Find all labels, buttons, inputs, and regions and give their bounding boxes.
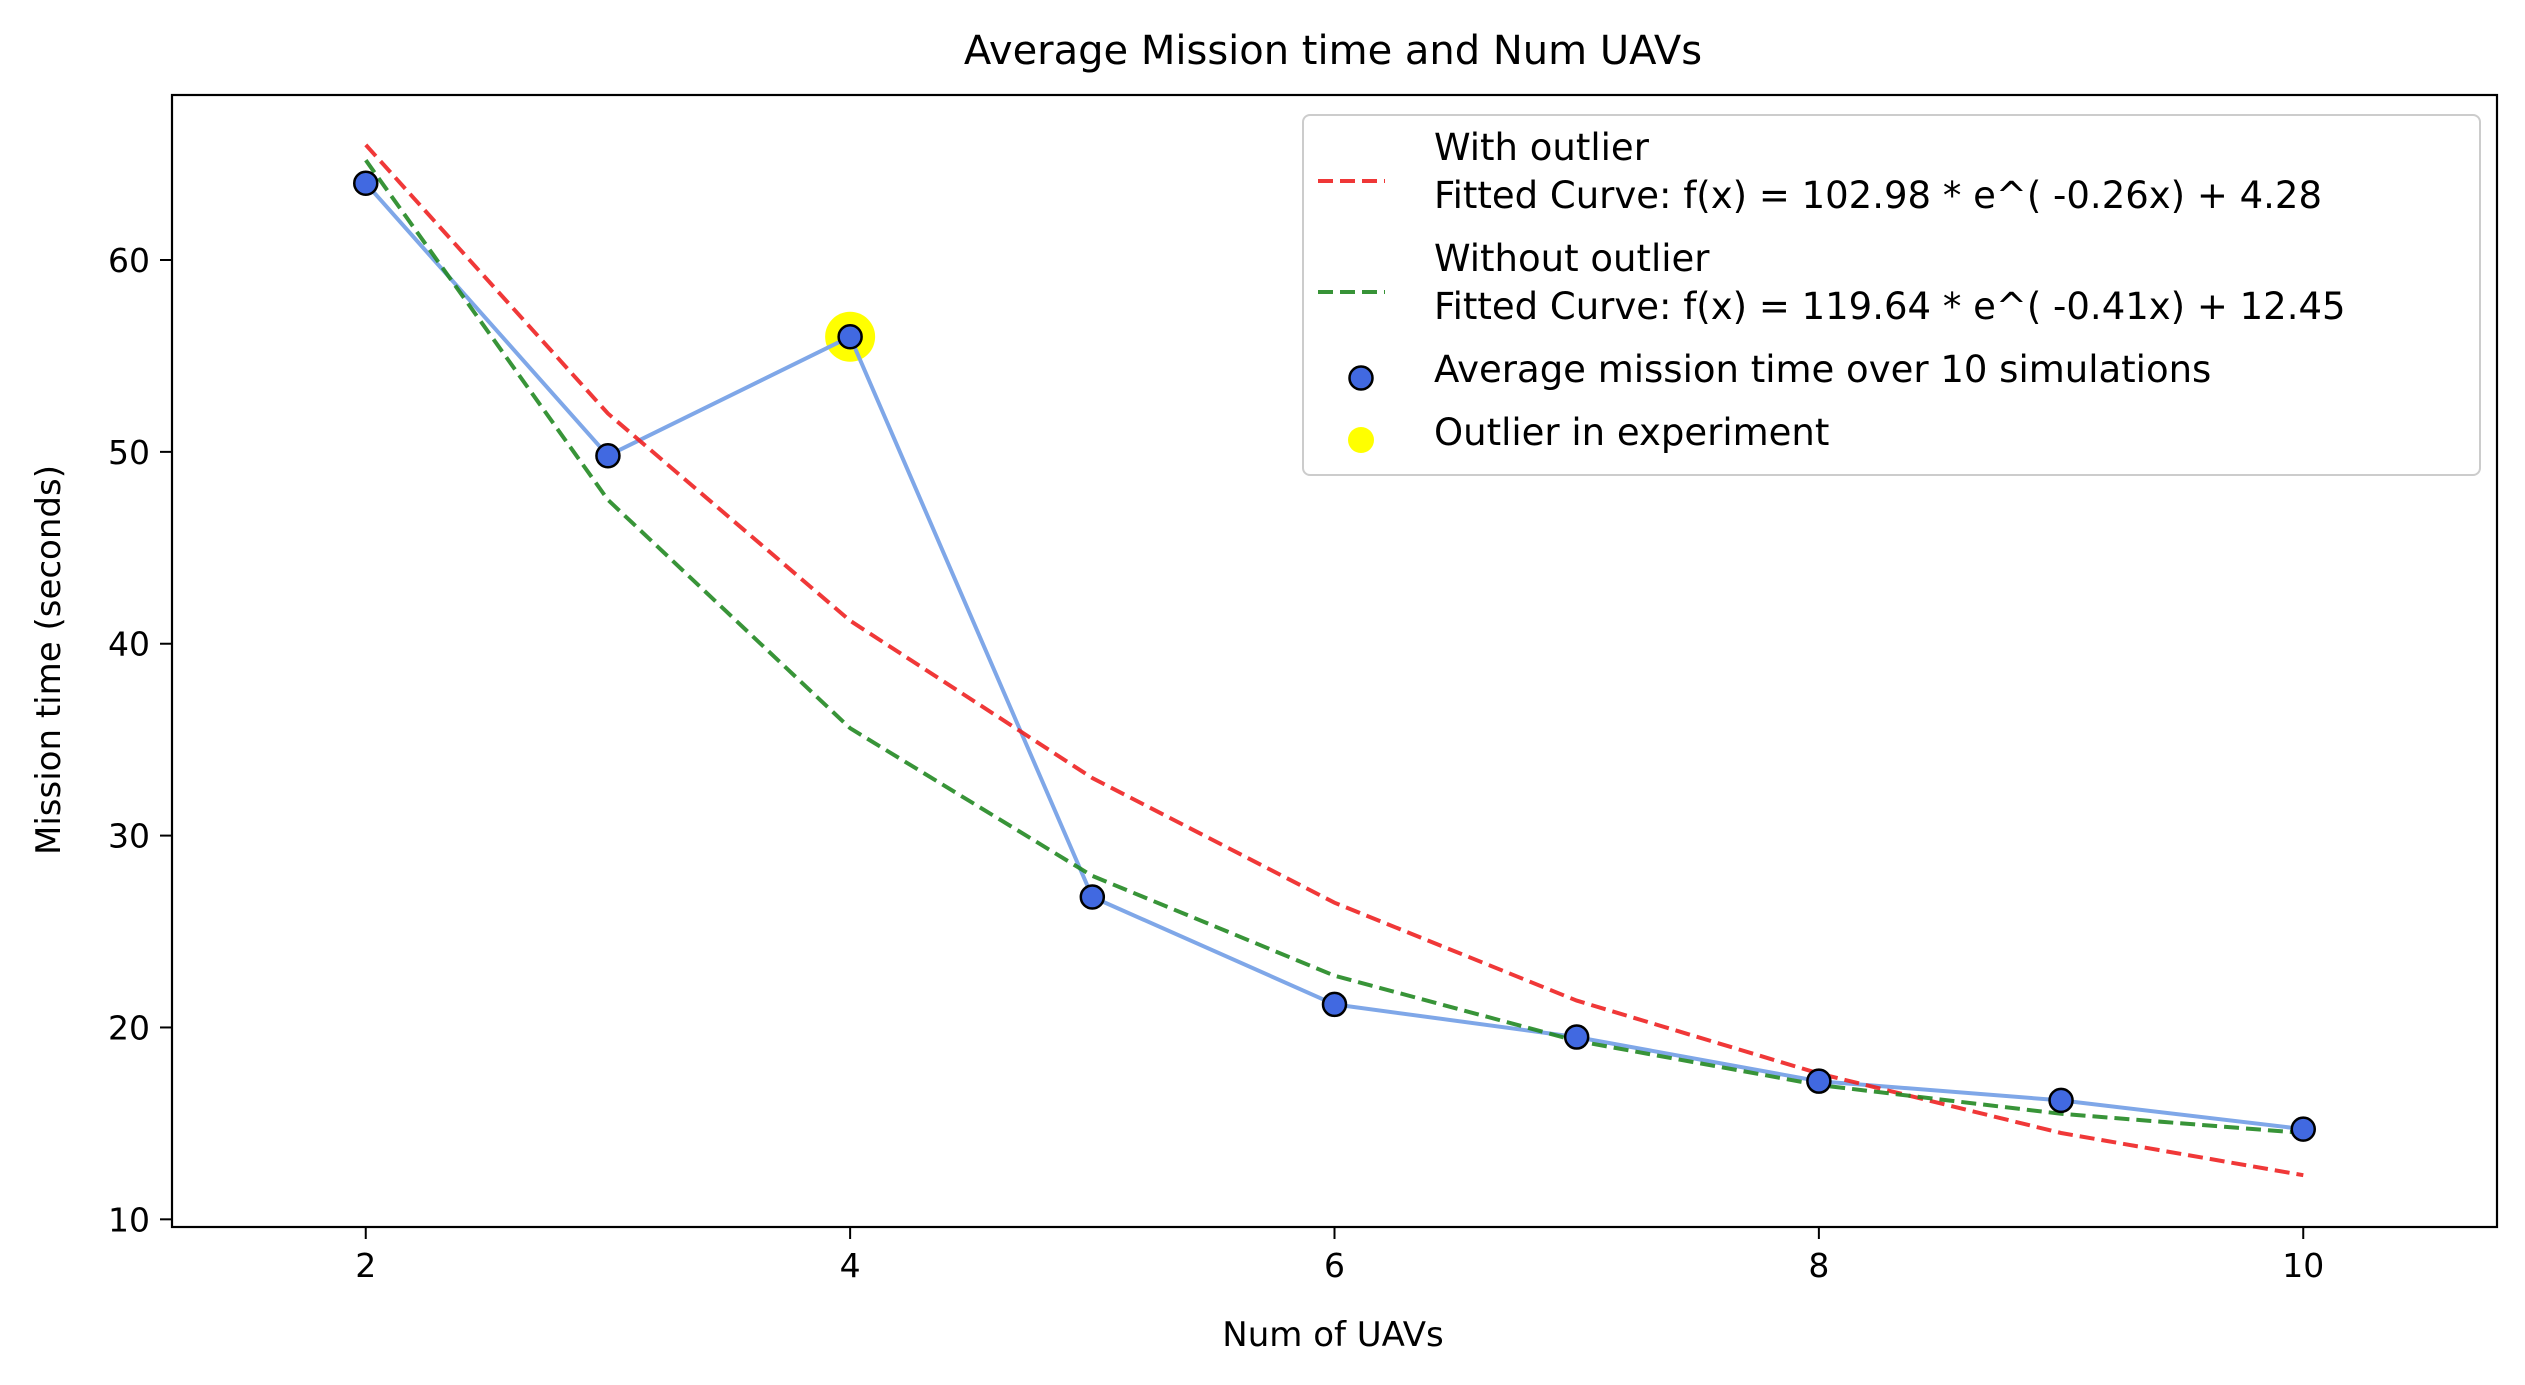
legend-text-fit-with-outlier-line-2: Fitted Curve: f(x) = 102.98 * e^( -0.26x…: [1434, 174, 2322, 217]
x-tick-label: 8: [1808, 1246, 1829, 1285]
y-tick-label: 30: [108, 817, 150, 856]
data-point: [1321, 991, 1348, 1018]
data-point: [837, 323, 863, 350]
fit-without-outlier-line: [364, 159, 2304, 1135]
y-tick-label: 20: [108, 1008, 150, 1047]
x-tick-label: 6: [1324, 1246, 1345, 1285]
legend-text-fit-with-outlier-line-1: With outlier: [1434, 126, 1650, 169]
fit-with-outlier-line: [364, 143, 2304, 1178]
legend-handle-outlier: [1348, 427, 1374, 453]
legend: With outlier Fitted Curve: f(x) = 102.98 …: [1302, 114, 2481, 476]
legend-box: [1302, 114, 2481, 476]
data-point: [1079, 884, 1106, 910]
data-point: [2048, 1087, 2074, 1114]
data-point: [595, 442, 621, 469]
y-tick-label: 10: [108, 1200, 150, 1239]
legend-text-outlier: Outlier in experiment: [1434, 411, 1829, 454]
plot-area: 2 4 6 8 10 10 20 30 40 50 60: [108, 93, 2499, 1285]
plot-frame: [170, 93, 2499, 1229]
chart-title: Average Mission time and Num UAVs: [964, 28, 1702, 74]
x-tick-label: 2: [355, 1246, 376, 1285]
data-point: [2290, 1116, 2316, 1142]
y-tick-label: 60: [108, 241, 150, 280]
legend-text-fit-without-outlier-line-1: Without outlier: [1434, 237, 1710, 280]
y-tick-label: 50: [108, 433, 150, 472]
legend-text-average-mission-time: Average mission time over 10 simulations: [1434, 348, 2211, 391]
legend-handle-average-mission-time: [1348, 365, 1374, 391]
x-tick-label: 10: [2282, 1246, 2324, 1285]
y-axis-label: Mission time (seconds): [29, 465, 69, 855]
x-axis-label: Num of UAVs: [1222, 1315, 1443, 1355]
data-point: [1563, 1024, 1590, 1050]
legend-text-fit-without-outlier-line-2: Fitted Curve: f(x) = 119.64 * e^( -0.41x…: [1434, 285, 2346, 328]
y-tick-label: 40: [108, 625, 150, 664]
data-point: [1806, 1068, 1832, 1094]
x-tick-label: 4: [840, 1246, 861, 1285]
data-point: [353, 170, 379, 197]
